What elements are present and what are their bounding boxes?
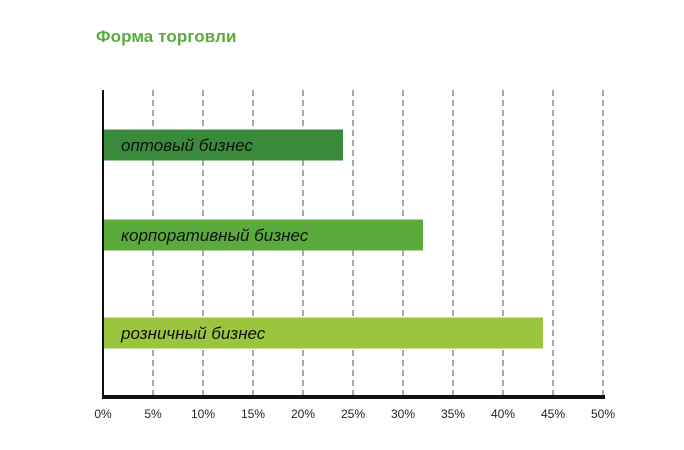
x-tick-label: 40% [491,407,515,421]
bars [103,129,543,349]
x-tick-label: 5% [144,407,162,421]
bar [103,219,423,251]
x-tick-label: 50% [591,407,615,421]
bar [103,129,343,161]
x-tick-labels: 0% 5% 10% 15% 20% 25% 30% 35% 40% 45% 50% [94,407,615,421]
bar [103,317,543,349]
bar-labels: оптовый бизнес корпоративный бизнес рознич… [120,136,309,343]
bar-label: корпоративный бизнес [121,226,309,245]
x-tick-label: 35% [441,407,465,421]
x-tick-label: 0% [94,407,112,421]
x-tick-label: 10% [191,407,215,421]
chart-title: Форма торговли [96,27,237,46]
x-tick-label: 30% [391,407,415,421]
bar-label: розничный бизнес [120,324,266,343]
axes [102,90,605,399]
bar-label: оптовый бизнес [121,136,253,155]
x-tick-label: 45% [541,407,565,421]
x-tick-label: 15% [241,407,265,421]
x-tick-label: 25% [341,407,365,421]
x-tick-label: 20% [291,407,315,421]
